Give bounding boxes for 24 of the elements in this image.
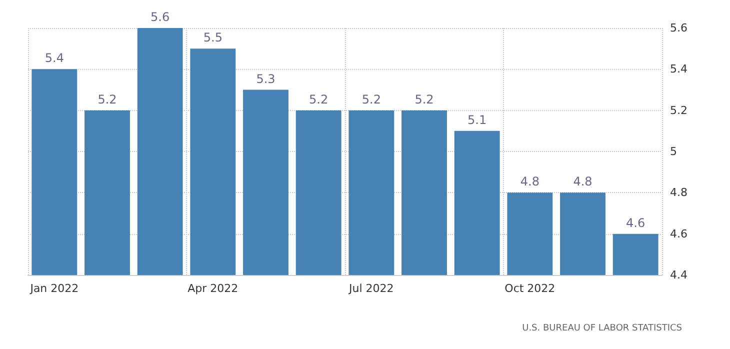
y-tick-label: 4.6 xyxy=(670,227,688,240)
data-label: 5.5 xyxy=(203,30,222,45)
text: U.S. BUREAU OF LABOR STATISTICS xyxy=(522,324,682,334)
data-label: 5.4 xyxy=(44,51,64,66)
y-tick-label: 5.6 xyxy=(670,22,688,34)
data-label: 5.2 xyxy=(362,92,381,106)
x-tick-label: Jul 2022 xyxy=(348,282,394,295)
x-tick-label: Jan 2022 xyxy=(29,282,79,295)
data-label: 5.6 xyxy=(150,10,170,24)
y-tick-label: 4.4 xyxy=(670,268,688,282)
data-label: 4.6 xyxy=(626,216,646,230)
data-label: 5.3 xyxy=(256,72,276,86)
y-tick-label: 5.2 xyxy=(670,104,688,117)
y-tick-label: 4.8 xyxy=(670,186,688,200)
data-label: 5.2 xyxy=(309,92,328,106)
x-tick-label: Apr 2022 xyxy=(188,282,238,295)
data-label: 4.8 xyxy=(520,174,540,189)
y-tick-label: 5.4 xyxy=(670,62,688,76)
data-label: 5.2 xyxy=(414,92,434,106)
data-label: 4.8 xyxy=(573,174,592,189)
x-tick-label: Oct 2022 xyxy=(504,282,556,295)
data-label: 5.1 xyxy=(468,112,487,127)
y-tick-label: 5 xyxy=(670,145,677,158)
data-label: 5.2 xyxy=(98,92,117,106)
